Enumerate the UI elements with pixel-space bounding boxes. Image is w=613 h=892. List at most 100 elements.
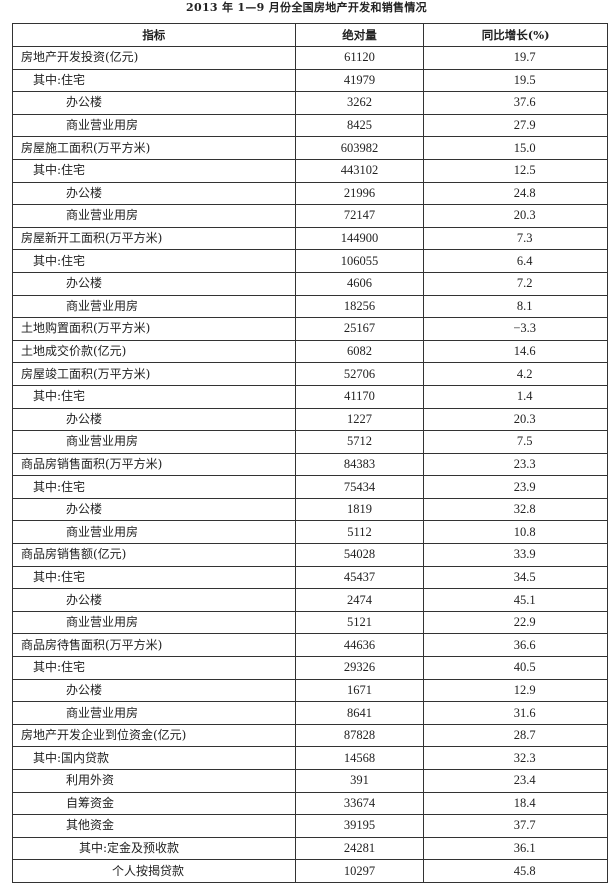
growth-cell: 23.4: [423, 769, 608, 793]
indicator-cell: 土地购置面积(万平方米): [12, 317, 296, 341]
absolute-value-cell: 54028: [294, 543, 425, 567]
table-row: 商业营业用房 5112 10.8: [12, 520, 608, 545]
absolute-value-cell: 8425: [294, 113, 425, 138]
growth-cell: 18.4: [423, 791, 608, 816]
indicator-cell: 商业营业用房: [12, 610, 296, 635]
growth-cell: 45.8: [423, 859, 608, 883]
indicator-cell: 办公楼: [12, 588, 296, 612]
indicator-cell: 办公楼: [12, 407, 296, 432]
indicator-cell: 房屋竣工面积(万平方米): [12, 362, 296, 386]
absolute-value-cell: 5121: [294, 610, 425, 635]
growth-cell: 7.5: [423, 430, 608, 454]
growth-cell: 14.6: [423, 339, 608, 364]
table-row: 其他资金 39195 37.7: [12, 814, 608, 838]
absolute-value-cell: 10297: [294, 859, 425, 883]
absolute-value-cell: 5712: [294, 430, 425, 454]
growth-cell: 45.1: [423, 588, 608, 612]
absolute-value-cell: 44636: [294, 633, 425, 658]
growth-cell: 19.5: [423, 68, 608, 93]
absolute-value-cell: 75434: [294, 475, 425, 499]
growth-cell: 37.6: [423, 91, 608, 115]
table-row: 商业营业用房 18256 8.1: [12, 294, 608, 319]
table-row: 办公楼 3262 37.6: [12, 91, 608, 115]
indicator-cell: 商品房销售面积(万平方米): [12, 452, 296, 477]
growth-cell: 32.8: [423, 497, 608, 522]
indicator-cell: 商业营业用房: [12, 204, 296, 228]
table-row: 房地产开发投资(亿元) 61120 19.7: [12, 46, 608, 70]
absolute-value-cell: 5112: [294, 520, 425, 545]
indicator-cell: 商业营业用房: [12, 294, 296, 319]
table-row: 其中:住宅 41979 19.5: [12, 68, 608, 93]
table-row: 商业营业用房 8425 27.9: [12, 113, 608, 138]
table-row: 商品房销售面积(万平方米) 84383 23.3: [12, 452, 608, 477]
absolute-value-cell: 14568: [294, 746, 425, 770]
indicator-cell: 其中:住宅: [12, 656, 296, 680]
absolute-value-cell: 391: [294, 769, 425, 793]
absolute-value-cell: 3262: [294, 91, 425, 115]
table-row: 房屋竣工面积(万平方米) 52706 4.2: [12, 362, 608, 386]
header-absolute: 绝对量: [294, 23, 425, 47]
table-row: 房地产开发企业到位资金(亿元) 87828 28.7: [12, 723, 608, 748]
table-row: 房屋施工面积(万平方米) 603982 15.0: [12, 136, 608, 160]
growth-cell: 24.8: [423, 181, 608, 206]
absolute-value-cell: 45437: [294, 565, 425, 590]
table-row: 办公楼 1671 12.9: [12, 678, 608, 703]
indicator-cell: 个人按揭贷款: [12, 859, 296, 883]
indicator-cell: 房地产开发企业到位资金(亿元): [12, 723, 296, 748]
absolute-value-cell: 21996: [294, 181, 425, 206]
growth-cell: 19.7: [423, 46, 608, 70]
absolute-value-cell: 25167: [294, 317, 425, 341]
real-estate-table: 指标 绝对量 同比增长(%) 房地产开发投资(亿元) 61120 19.7 其中:住宅…: [12, 23, 608, 883]
indicator-cell: 办公楼: [12, 271, 296, 296]
table-row: 商品房销售额(亿元) 54028 33.9: [12, 543, 608, 567]
growth-cell: 31.6: [423, 701, 608, 725]
indicator-cell: 其中:住宅: [12, 158, 296, 183]
growth-cell: 40.5: [423, 656, 608, 680]
header-growth: 同比增长(%): [423, 23, 608, 47]
table-row: 房屋新开工面积(万平方米) 144900 7.3: [12, 226, 608, 251]
indicator-cell: 办公楼: [12, 91, 296, 115]
growth-cell: 36.6: [423, 633, 608, 658]
table-row: 其中:住宅 443102 12.5: [12, 158, 608, 183]
absolute-value-cell: 1819: [294, 497, 425, 522]
indicator-cell: 商品房销售额(亿元): [12, 543, 296, 567]
growth-cell: 6.4: [423, 249, 608, 273]
table-row: 办公楼 21996 24.8: [12, 181, 608, 206]
table-row: 利用外资 391 23.4: [12, 769, 608, 793]
indicator-cell: 商业营业用房: [12, 520, 296, 545]
indicator-cell: 其中:住宅: [12, 249, 296, 273]
growth-cell: 23.9: [423, 475, 608, 499]
absolute-value-cell: 2474: [294, 588, 425, 612]
absolute-value-cell: 52706: [294, 362, 425, 386]
absolute-value-cell: 39195: [294, 814, 425, 838]
indicator-cell: 其中:住宅: [12, 475, 296, 499]
growth-cell: 37.7: [423, 814, 608, 838]
table-row: 土地购置面积(万平方米) 25167 −3.3: [12, 317, 608, 341]
table-row: 其中:国内贷款 14568 32.3: [12, 746, 608, 770]
growth-cell: 7.3: [423, 226, 608, 251]
growth-cell: 12.5: [423, 158, 608, 183]
absolute-value-cell: 61120: [294, 46, 425, 70]
indicator-cell: 自筹资金: [12, 791, 296, 816]
table-row: 其中:住宅 29326 40.5: [12, 656, 608, 680]
table-row: 办公楼 1227 20.3: [12, 407, 608, 432]
indicator-cell: 其中:住宅: [12, 565, 296, 590]
header-indicator: 指标: [12, 23, 296, 47]
indicator-cell: 房屋施工面积(万平方米): [12, 136, 296, 160]
growth-cell: 20.3: [423, 407, 608, 432]
growth-cell: 8.1: [423, 294, 608, 319]
indicator-cell: 其中:住宅: [12, 384, 296, 409]
growth-cell: 10.8: [423, 520, 608, 545]
table-row: 办公楼 1819 32.8: [12, 497, 608, 522]
absolute-value-cell: 106055: [294, 249, 425, 273]
table-row: 其中:住宅 45437 34.5: [12, 565, 608, 590]
absolute-value-cell: 29326: [294, 656, 425, 680]
growth-cell: 20.3: [423, 204, 608, 228]
table-row: 商业营业用房 5121 22.9: [12, 610, 608, 635]
growth-cell: 34.5: [423, 565, 608, 590]
growth-cell: 36.1: [423, 836, 608, 861]
growth-cell: 1.4: [423, 384, 608, 409]
indicator-cell: 其中:住宅: [12, 68, 296, 93]
table-row: 自筹资金 33674 18.4: [12, 791, 608, 816]
table-row: 办公楼 4606 7.2: [12, 271, 608, 296]
